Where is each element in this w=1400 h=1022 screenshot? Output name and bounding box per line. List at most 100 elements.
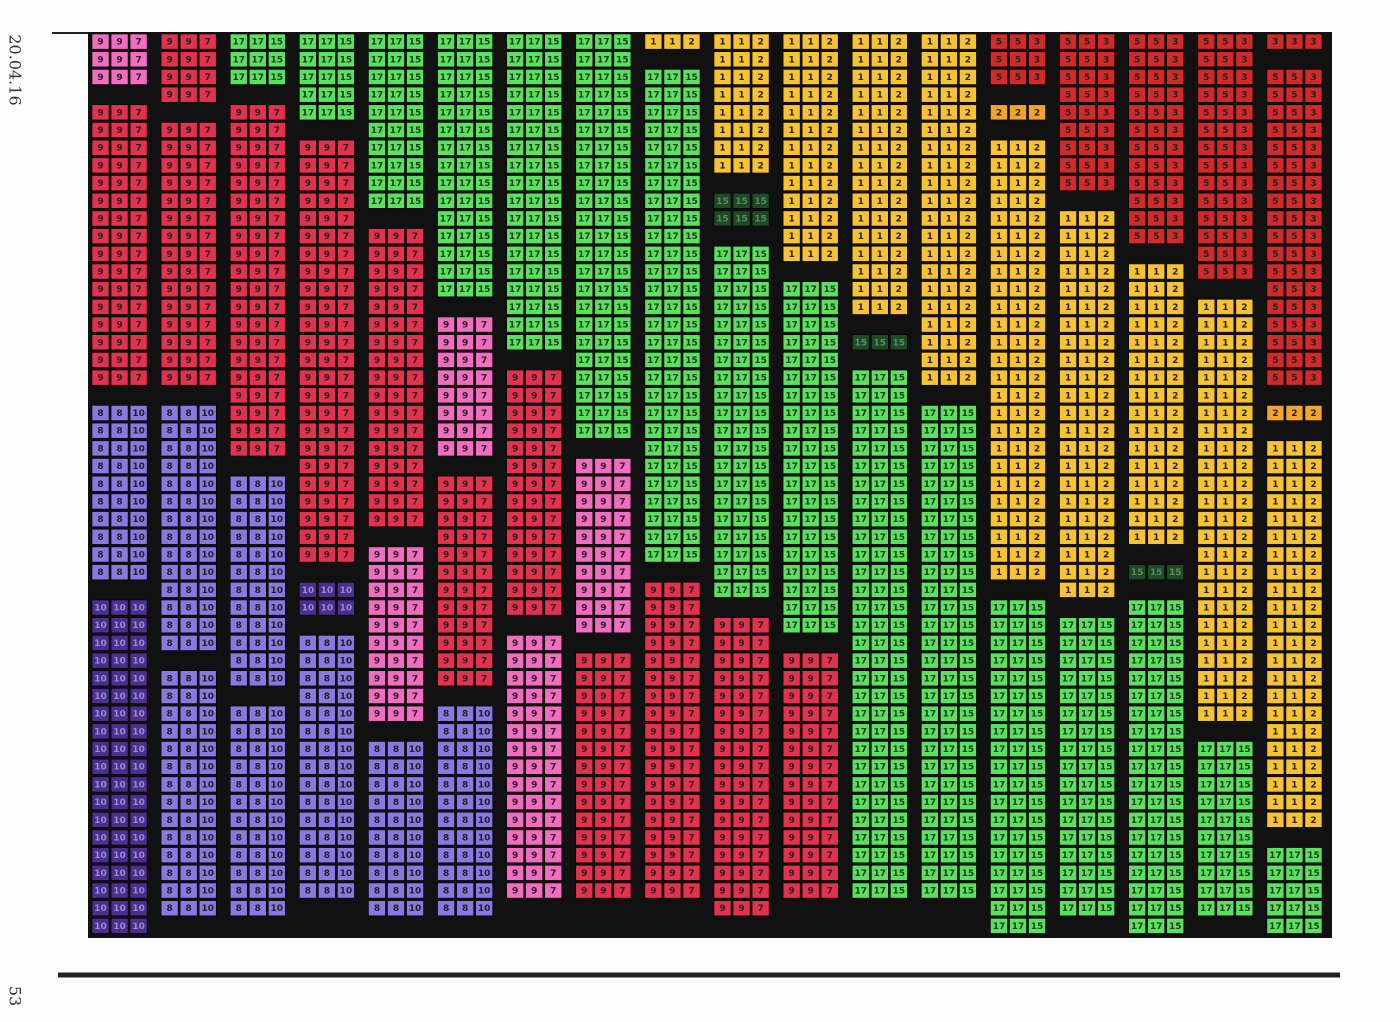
cell-label: 5 [1291,197,1297,207]
cell-label: 8 [166,533,172,543]
cell-label: 17 [924,444,937,454]
cell-label: 15 [1031,887,1044,897]
cell-label: 15 [1100,887,1113,897]
cell-label: 9 [512,515,518,525]
cell-label: 15 [874,338,887,348]
cell-label: 1 [877,91,883,101]
cell-label: 5 [1222,179,1228,189]
cell-label: 7 [619,851,625,861]
cell-label: 15 [893,497,906,507]
cell-label: 7 [412,285,418,295]
cell-label: 9 [324,214,330,224]
cell-label: 17 [1219,887,1232,897]
cell-label: 9 [600,604,606,614]
cell-label: 1 [1065,550,1071,560]
cell-label: 15 [685,480,698,490]
cell-label: 17 [509,250,522,260]
cell-label: 9 [116,161,122,171]
cell-label: 17 [578,250,591,260]
cell-label: 9 [166,285,172,295]
cell-label: 15 [823,568,836,578]
cell-label: 17 [509,179,522,189]
cell-label: 7 [688,833,694,843]
cell-label: 8 [305,692,311,702]
cell-label: 3 [1310,144,1316,154]
cell-label: 7 [135,161,141,171]
cell-label: 9 [116,55,122,65]
cell-label: 17 [1150,710,1163,720]
cell-label: 9 [443,391,449,401]
cell-label: 17 [578,73,591,83]
cell-label: 7 [757,887,763,897]
cell-label: 5 [1291,232,1297,242]
cell-label: 9 [166,144,172,154]
cell-label: 9 [788,869,794,879]
cell-label: 8 [186,904,192,914]
cell-label: 17 [854,586,867,596]
cell-label: 3 [1310,38,1316,48]
cell-label: 7 [343,497,349,507]
cell-label: 9 [236,214,242,224]
cell-label: 8 [236,798,242,808]
cell-label: 9 [600,851,606,861]
cell-label: 9 [581,745,587,755]
cell-label: 8 [166,550,172,560]
cell-label: 17 [459,285,472,295]
cell-label: 1 [996,232,1002,242]
cell-label: 17 [943,550,956,560]
cell-label: 2 [757,38,763,48]
cell-label: 1 [1222,657,1228,667]
cell-label: 9 [738,639,744,649]
cell-label: 1 [1015,338,1021,348]
cell-label: 17 [440,144,453,154]
cell-label: 8 [374,780,380,790]
cell-label: 1 [650,38,656,48]
cell-label: 15 [962,427,975,437]
cell-label: 9 [462,321,468,331]
cell-label: 3 [1172,91,1178,101]
cell-label: 15 [754,427,767,437]
cell-label: 15 [893,780,906,790]
cell-label: 9 [305,179,311,189]
cell-label: 7 [412,338,418,348]
cell-label: 17 [785,497,798,507]
cell-label: 5 [1134,214,1140,224]
cell-label: 3 [1241,144,1247,154]
cell-label: 9 [443,374,449,384]
cell-label: 9 [393,480,399,490]
cell-label: 17 [804,515,817,525]
cell-label: 1 [1153,444,1159,454]
cell-label: 5 [1222,55,1228,65]
cell-label: 2 [1034,250,1040,260]
cell-label: 9 [374,427,380,437]
cell-label: 5 [1203,161,1209,171]
cell-label: 15 [893,833,906,843]
cell-label: 1 [1203,427,1209,437]
cell-label: 7 [481,657,487,667]
cell-label: 17 [509,338,522,348]
cell-label: 7 [688,780,694,790]
cell-label: 9 [462,427,468,437]
cell-label: 17 [509,126,522,136]
cell-label: 9 [512,427,518,437]
cell-label: 8 [166,409,172,419]
cell-label: 1 [1153,391,1159,401]
cell-label: 10 [340,887,353,897]
cell-label: 17 [993,692,1006,702]
cell-label: 7 [619,780,625,790]
cell-label: 9 [393,710,399,720]
cell-label: 7 [135,356,141,366]
cell-label: 9 [166,126,172,136]
cell-label: 15 [962,586,975,596]
cell-label: 9 [738,904,744,914]
cell-label: 8 [236,604,242,614]
cell-label: 9 [393,374,399,384]
cell-label: 9 [374,268,380,278]
cell-label: 15 [1100,727,1113,737]
cell-label: 9 [650,586,656,596]
cell-label: 8 [236,568,242,578]
cell-label: 15 [893,621,906,631]
cell-label: 7 [274,338,280,348]
cell-label: 15 [754,568,767,578]
cell-label: 9 [393,515,399,525]
